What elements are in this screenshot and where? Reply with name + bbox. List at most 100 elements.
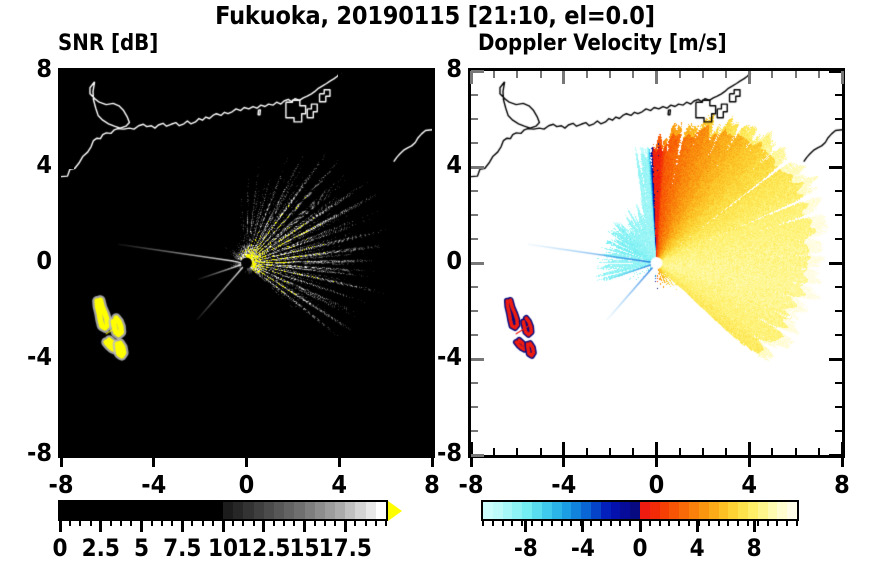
tick-x-minor bbox=[701, 448, 704, 455]
colorbar-step bbox=[60, 502, 71, 519]
xtick-label: -4 bbox=[141, 470, 167, 499]
doppler-colorbar-strip[interactable] bbox=[483, 502, 797, 519]
tick-y-minor bbox=[471, 94, 478, 96]
colorbar-step bbox=[335, 502, 346, 519]
tick-y-minor bbox=[471, 310, 478, 312]
colorbar-step bbox=[640, 502, 650, 519]
colorbar-step bbox=[365, 502, 376, 519]
colorbar-minor-tick bbox=[540, 519, 543, 526]
colorbar-step bbox=[561, 502, 572, 519]
colorbar-step bbox=[151, 502, 162, 519]
colorbar-step bbox=[512, 502, 523, 519]
tick-y-minor bbox=[425, 334, 432, 336]
colorbar-minor-tick bbox=[619, 519, 622, 526]
tick-y-major bbox=[829, 357, 842, 361]
tick-x-major bbox=[840, 71, 844, 84]
colorbar-minor-tick bbox=[766, 519, 769, 526]
tick-x-major bbox=[245, 442, 248, 455]
colorbar-minor-tick bbox=[283, 519, 286, 526]
tick-x-major bbox=[152, 71, 156, 84]
colorbar-minor-tick bbox=[313, 519, 316, 526]
tick-x-minor bbox=[817, 71, 820, 78]
tick-x-minor bbox=[632, 71, 635, 78]
colorbar-step bbox=[273, 502, 285, 519]
tick-x-major bbox=[59, 71, 63, 84]
colorbar-minor-tick bbox=[756, 519, 759, 526]
colorbar-step bbox=[70, 502, 81, 519]
tick-y-minor bbox=[835, 238, 842, 240]
tick-x-minor bbox=[539, 448, 542, 455]
tick-x-major bbox=[747, 71, 751, 84]
colorbar-step bbox=[233, 502, 244, 519]
colorbar-under-arrow bbox=[463, 500, 477, 521]
colorbar-step bbox=[324, 502, 336, 519]
tick-y-minor bbox=[61, 286, 68, 288]
colorbar-step bbox=[110, 502, 122, 519]
colorbar-minor-tick bbox=[609, 519, 612, 526]
tick-x-major bbox=[152, 442, 156, 455]
tick-x-major bbox=[655, 71, 658, 84]
tick-y-minor bbox=[835, 190, 842, 192]
tick-x-outer bbox=[469, 458, 473, 467]
xtick-label: 8 bbox=[424, 470, 440, 499]
tick-x-minor bbox=[516, 71, 519, 78]
colorbar-step bbox=[202, 502, 213, 519]
colorbar-step bbox=[253, 502, 264, 519]
tick-x-major bbox=[840, 442, 844, 455]
colorbar-major-tick bbox=[343, 519, 347, 532]
tick-x-minor bbox=[609, 71, 612, 78]
colorbar-minor-tick bbox=[786, 519, 789, 526]
colorbar-minor-tick bbox=[560, 519, 563, 526]
colorbar-minor-tick bbox=[191, 519, 194, 526]
colorbar-step bbox=[182, 502, 193, 519]
colorbar-tick-label: 5 bbox=[133, 534, 150, 562]
colorbar-tick-label: 7.5 bbox=[163, 534, 202, 562]
ytick-label: 4 bbox=[36, 150, 52, 179]
colorbar-step bbox=[541, 502, 552, 519]
tick-y-minor bbox=[61, 190, 68, 192]
plot-area-snr bbox=[58, 68, 435, 458]
colorbar-step bbox=[90, 502, 101, 519]
tick-y-major bbox=[419, 261, 432, 265]
tick-x-major bbox=[430, 71, 434, 84]
colorbar-tick-label: 8 bbox=[746, 534, 762, 562]
colorbar-minor-tick bbox=[323, 519, 326, 526]
tick-y-major bbox=[829, 165, 842, 169]
colorbar-step bbox=[757, 502, 768, 519]
colorbar-minor-tick bbox=[482, 519, 484, 526]
colorbar-step bbox=[294, 502, 305, 519]
colorbar-minor-tick bbox=[589, 519, 592, 526]
tick-x-outer bbox=[430, 458, 434, 467]
colorbar-minor-tick bbox=[550, 519, 553, 526]
ytick-label: 8 bbox=[446, 54, 462, 83]
tick-x-minor bbox=[585, 71, 588, 78]
colorbar-step bbox=[263, 502, 274, 519]
tick-x-major bbox=[469, 442, 473, 455]
colorbar-minor-tick bbox=[511, 519, 514, 526]
tick-x-minor bbox=[175, 448, 178, 455]
colorbar-minor-tick bbox=[171, 519, 174, 526]
tick-x-major bbox=[655, 442, 658, 455]
colorbar-step bbox=[161, 502, 173, 519]
tick-y-minor bbox=[61, 238, 68, 240]
colorbar-minor-tick bbox=[697, 519, 700, 526]
colorbar-minor-tick bbox=[293, 519, 296, 526]
colorbar-minor-tick bbox=[79, 519, 82, 526]
tick-y-minor bbox=[835, 94, 842, 96]
colorbar-minor-tick bbox=[109, 519, 112, 526]
colorbar-step bbox=[620, 502, 631, 519]
tick-y-minor bbox=[425, 214, 432, 216]
colorbar-step bbox=[551, 502, 562, 519]
colorbar-step bbox=[243, 502, 254, 519]
tick-x-minor bbox=[678, 448, 681, 455]
ytick-label: 0 bbox=[36, 246, 52, 275]
snr-colorbar-strip[interactable] bbox=[60, 502, 386, 519]
ytick-label: 0 bbox=[446, 246, 462, 275]
tick-y-minor bbox=[835, 382, 842, 384]
tick-x-minor bbox=[725, 448, 728, 455]
colorbar-step bbox=[223, 502, 234, 519]
tick-x-minor bbox=[83, 448, 86, 455]
tick-y-major bbox=[61, 165, 74, 169]
tick-x-outer bbox=[562, 458, 566, 467]
xtick-label: 0 bbox=[238, 470, 255, 499]
